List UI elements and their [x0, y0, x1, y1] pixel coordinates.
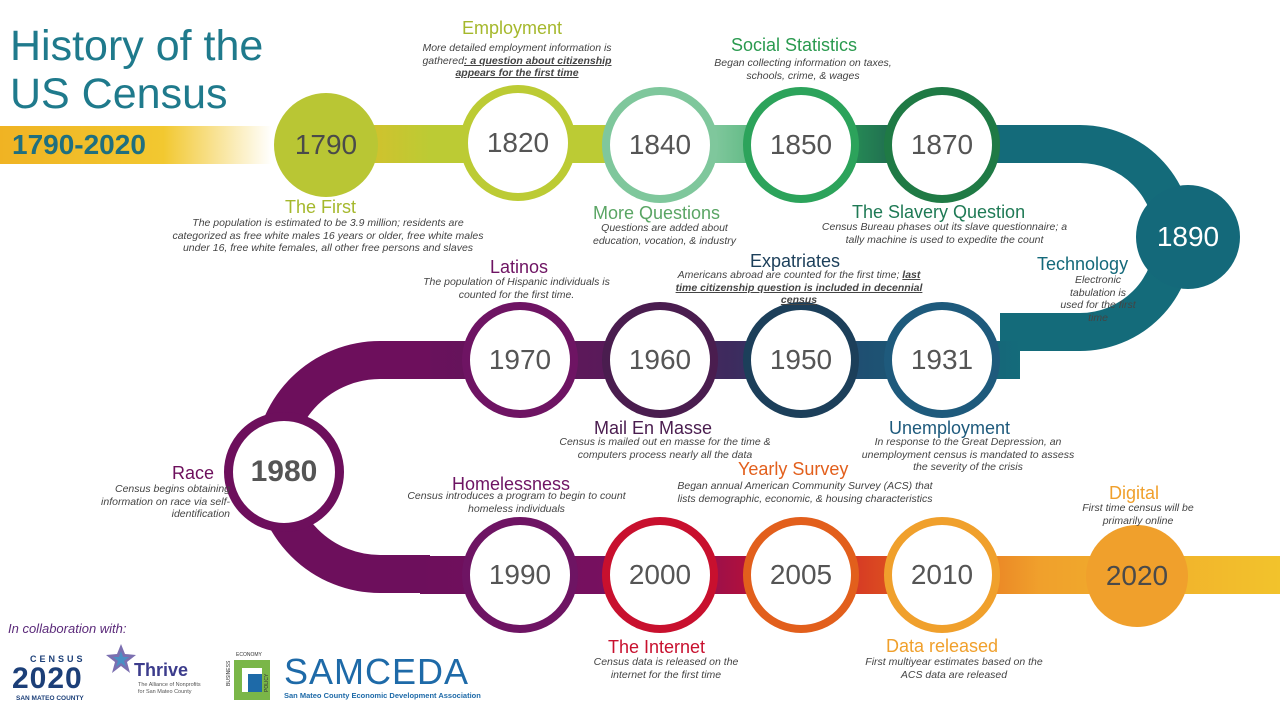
node-year: 1960: [628, 344, 692, 375]
event-desc-1931: In response to the Great Depression, an …: [861, 436, 1075, 473]
event-heading-1840: More Questions: [593, 203, 721, 223]
event-heading-2005: Yearly Survey: [738, 459, 849, 479]
collaboration-label: In collaboration with:: [8, 621, 127, 636]
event-heading-1790: The First: [285, 197, 357, 217]
years-banner: [0, 126, 272, 164]
thrive-logo: Thrive The Alliance of Nonprofits for Sa…: [104, 642, 204, 704]
event-desc-2000: Census data is released on the internet …: [593, 656, 739, 681]
event-desc-1970: The population of Hispanic individuals i…: [423, 276, 610, 301]
event-heading-1960: Mail En Masse: [594, 418, 713, 438]
event-desc-2010: First multiyear estimates based on the A…: [865, 656, 1043, 681]
node-year: 1870: [910, 129, 974, 160]
census-2020-logo: CENSUS 2020 SAN MATEO COUNTY: [12, 654, 96, 706]
event-heading-1931: Unemployment: [889, 418, 1011, 438]
node-year: 1980: [250, 455, 318, 488]
event-desc-text: More detailed employment information is …: [422, 42, 612, 67]
node-1870: 1870: [884, 87, 1000, 203]
census-logo-year: 2020: [12, 662, 83, 695]
event-desc-1890: Electronic tabulation is used for the fi…: [1060, 274, 1136, 324]
node-year: 1970: [488, 344, 552, 375]
page-title: History of the US Census: [10, 22, 264, 118]
event-heading-2000: The Internet: [608, 637, 706, 657]
event-heading-1850: Social Statistics: [731, 35, 858, 55]
event-heading-1870: The Slavery Question: [852, 202, 1026, 222]
node-year: 1820: [486, 127, 550, 158]
node-year: 1790: [294, 129, 358, 160]
node-1890: 1890: [1136, 185, 1240, 289]
samceda-side-business: BUSINESS: [226, 660, 232, 686]
node-1931: 1931: [884, 302, 1000, 418]
node-2005: 2005: [743, 517, 859, 633]
node-2000: 2000: [602, 517, 718, 633]
event-desc-1980: Census begins obtaining information on r…: [101, 483, 230, 520]
samceda-side-economy: ECONOMY: [236, 652, 262, 658]
event-desc-emphasis: last time citizenship question is includ…: [675, 269, 923, 306]
thrive-subtitle: The Alliance of Nonprofits for San Mateo…: [138, 682, 201, 695]
census-logo-top: CENSUS: [30, 654, 86, 664]
event-desc-1820: More detailed employment information is …: [402, 42, 632, 80]
node-1990: 1990: [462, 517, 578, 633]
samceda-side-policy: POLICY: [264, 673, 270, 692]
event-desc-1850: Began collecting information on taxes, s…: [714, 57, 892, 82]
event-heading-1890: Technology: [1037, 254, 1129, 274]
thrive-star-icon: [106, 644, 136, 673]
event-heading-1990: Homelessness: [452, 474, 571, 494]
node-year: 2005: [769, 559, 833, 590]
years-range: 1790-2020: [12, 129, 146, 160]
node-1980: 1980: [224, 412, 344, 532]
node-2020: 2020: [1086, 525, 1188, 627]
node-year: 1950: [769, 344, 833, 375]
samceda-name: SAMCEDA: [284, 651, 470, 692]
event-desc-text: Americans abroad are counted for the fir…: [677, 269, 900, 281]
node-year: 1890: [1156, 221, 1220, 252]
thrive-name: Thrive: [134, 660, 189, 680]
event-heading-1950: Expatriates: [750, 251, 841, 271]
samceda-subtitle: San Mateo County Economic Development As…: [284, 691, 481, 700]
event-heading-2020: Digital: [1109, 483, 1160, 503]
node-year: 1990: [488, 559, 552, 590]
node-year: 1931: [910, 344, 974, 375]
event-desc-1790: The population is estimated to be 3.9 mi…: [172, 217, 484, 254]
event-heading-1820: Employment: [462, 18, 563, 38]
node-1840: 1840: [602, 87, 718, 203]
node-1820: 1820: [460, 85, 576, 201]
event-desc-1840: Questions are added about education, voc…: [592, 222, 736, 247]
event-desc-1990: Census introduces a program to begin to …: [407, 490, 626, 515]
census-logo-bottom: SAN MATEO COUNTY: [16, 695, 84, 702]
event-heading-1970: Latinos: [490, 257, 549, 277]
event-heading-2010: Data released: [886, 636, 999, 656]
node-year: 1850: [769, 129, 833, 160]
node-1970: 1970: [462, 302, 578, 418]
event-desc-2005: Began annual American Community Survey (…: [677, 480, 933, 505]
event-desc-1870: Census Bureau phases out its slave quest…: [821, 221, 1068, 246]
node-year: 2020: [1105, 560, 1169, 591]
node-1790: 1790: [274, 93, 378, 197]
event-desc-1960: Census is mailed out en masse for the ti…: [559, 436, 771, 461]
node-2010: 2010: [884, 517, 1000, 633]
event-desc-2020: First time census will be primarily onli…: [1082, 502, 1194, 527]
node-year: 1840: [628, 129, 692, 160]
node-1960: 1960: [602, 302, 718, 418]
node-year: 2010: [910, 559, 974, 590]
event-desc-emphasis: : a question about citizenship appears f…: [455, 54, 612, 80]
node-1950: 1950: [743, 302, 859, 418]
node-year: 2000: [628, 559, 692, 590]
node-1850: 1850: [743, 87, 859, 203]
event-desc-1950: Americans abroad are counted for the fir…: [668, 269, 930, 307]
event-heading-1980: Race: [172, 463, 215, 483]
samceda-mark: [234, 660, 270, 700]
samceda-logo: BUSINESS ECONOMY POLICY SAMCEDA San Mate…: [226, 652, 490, 704]
